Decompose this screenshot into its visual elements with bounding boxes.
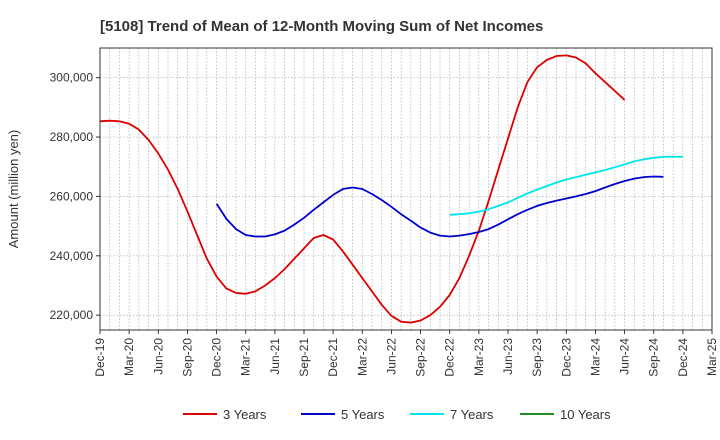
x-tick-label: Mar-23: [472, 338, 486, 376]
y-axis-label: Amount (million yen): [6, 130, 21, 249]
plot-frame: [99, 47, 713, 331]
x-tick-label: Jun-21: [268, 338, 282, 375]
series-group: [99, 54, 683, 324]
legend-item: 3 Years: [183, 407, 267, 422]
x-tick-label: Jun-24: [618, 338, 632, 375]
series-line-3-years: [99, 54, 626, 324]
x-tick-label: Sep-23: [530, 338, 544, 377]
y-axis-ticks: 220,000 240,000 260,000 280,000 300,000: [50, 71, 100, 322]
plot-area: [100, 48, 712, 330]
x-tick-label: Dec-24: [676, 338, 690, 377]
y-tick-label: 260,000: [50, 189, 94, 203]
x-tick-label: Mar-24: [588, 338, 602, 376]
x-tick-label: Mar-21: [239, 338, 253, 376]
legend-label: 5 Years: [341, 407, 385, 422]
y-tick-label: 220,000: [50, 308, 94, 322]
x-tick-label: Dec-21: [326, 338, 340, 377]
x-tick-label: Dec-20: [210, 338, 224, 377]
x-tick-label: Dec-23: [559, 338, 573, 377]
x-tick-label: Jun-23: [501, 338, 515, 375]
legend: 3 Years 5 Years 7 Years 10 Years: [183, 407, 611, 422]
legend-item: 10 Years: [520, 407, 611, 422]
y-tick-label: 240,000: [50, 249, 94, 263]
chart-title: [5108] Trend of Mean of 12-Month Moving …: [100, 18, 543, 35]
legend-label: 10 Years: [560, 407, 611, 422]
x-tick-label: Dec-22: [443, 338, 457, 377]
x-tick-label: Sep-20: [180, 338, 194, 377]
y-tick-label: 280,000: [50, 130, 94, 144]
x-tick-label: Dec-19: [93, 338, 107, 377]
legend-label: 3 Years: [223, 407, 267, 422]
x-tick-label: Sep-22: [414, 338, 428, 377]
grid: [100, 48, 712, 330]
x-tick-label: Mar-22: [355, 338, 369, 376]
x-axis-ticks: Dec-19 Mar-20 Jun-20 Sep-20 Dec-20 Mar-21 Jun-…: [93, 330, 719, 377]
y-tick-label: 300,000: [50, 71, 94, 85]
legend-label: 7 Years: [450, 407, 494, 422]
series-line-5-years: [215, 175, 664, 238]
x-tick-label: Jun-22: [384, 338, 398, 375]
x-tick-label: Mar-25: [705, 338, 719, 376]
legend-item: 5 Years: [301, 407, 385, 422]
x-tick-label: Sep-24: [647, 338, 661, 377]
x-tick-label: Jun-20: [151, 338, 165, 375]
x-tick-label: Mar-20: [122, 338, 136, 376]
x-tick-label: Sep-21: [297, 338, 311, 377]
series-line-7-years: [449, 155, 683, 216]
legend-item: 7 Years: [410, 407, 494, 422]
